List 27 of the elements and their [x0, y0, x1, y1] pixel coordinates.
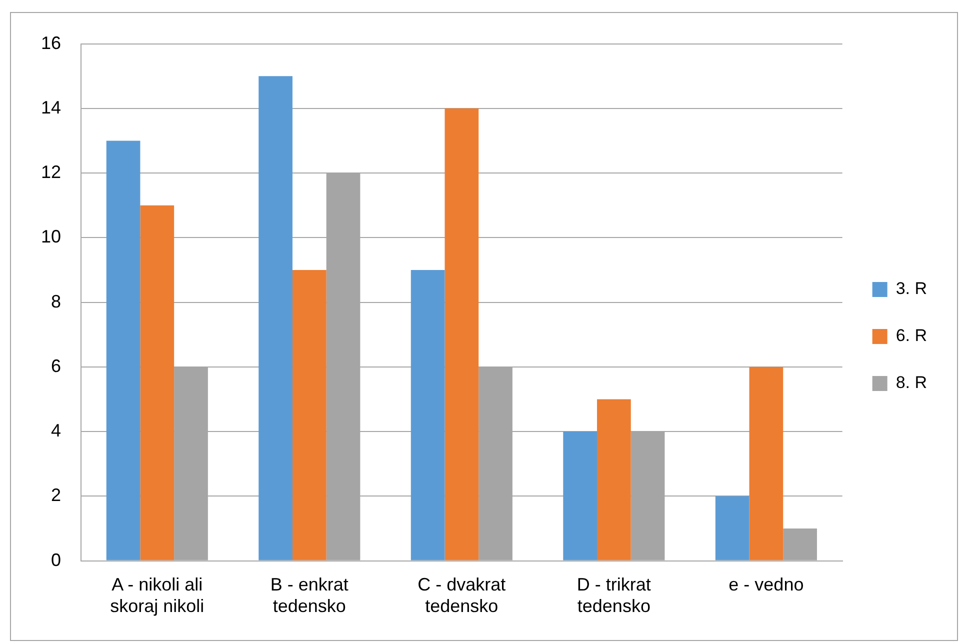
- y-tick-label: 14: [40, 97, 62, 118]
- bar: [597, 399, 631, 560]
- x-tick-label: C - dvakrat tedensko: [418, 574, 506, 616]
- bar: [715, 496, 750, 560]
- legend-label: 8. R: [896, 373, 928, 392]
- legend-label: 3. R: [896, 279, 928, 298]
- y-tick-label: 12: [40, 162, 62, 182]
- bar: [258, 76, 292, 560]
- bar: [749, 366, 784, 560]
- x-tick-label: A - nikoli ali skoraj nikoli: [110, 574, 204, 616]
- bar: [563, 432, 598, 560]
- x-tick-label: D - trikrat tedensko: [576, 574, 651, 616]
- x-tick-label: B - enkrat tedensko: [270, 574, 348, 616]
- y-tick-label: 0: [51, 550, 62, 570]
- y-tick-label: 16: [40, 32, 62, 53]
- bar: [292, 270, 326, 560]
- bar: [444, 108, 479, 560]
- y-tick-label: 10: [40, 226, 62, 247]
- legend-label: 6. R: [896, 326, 928, 346]
- bar: [140, 205, 174, 560]
- y-tick-label: 8: [51, 291, 62, 312]
- bar: [410, 270, 445, 560]
- x-tick-label: e - vedno: [728, 574, 804, 595]
- y-tick-label: 6: [51, 356, 62, 376]
- y-tick-label: 4: [51, 420, 62, 441]
- y-tick-label: 2: [51, 485, 62, 506]
- bar: [106, 140, 140, 560]
